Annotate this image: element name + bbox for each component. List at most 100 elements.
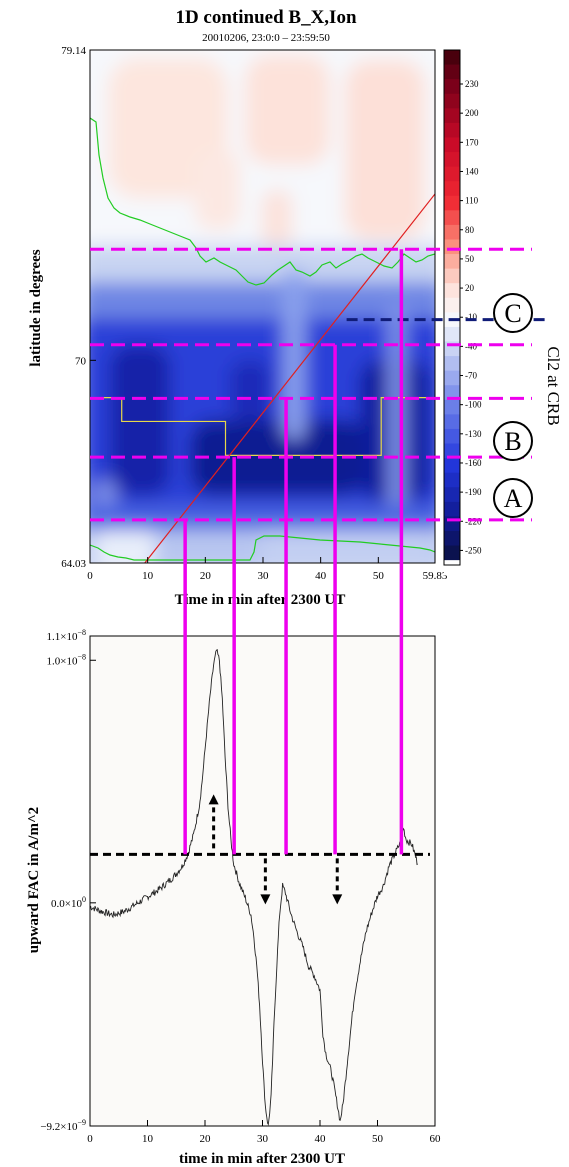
colorbar-band	[444, 64, 460, 80]
chart-title: 1D continued B_X,Ion	[175, 7, 356, 28]
colorbar-tick-label: -130	[465, 429, 482, 439]
colorbar-band	[444, 50, 460, 66]
heatmap-x-axis-label: Time in min after 2300 UT	[175, 592, 346, 608]
fac-y-tick-label: 1.1×10−8	[47, 628, 86, 643]
chart-subtitle: 20010206, 23:0:0 – 23:59:50	[202, 32, 330, 44]
heatmap-y-axis-label: latitude in degrees	[28, 249, 44, 366]
colorbar-band	[444, 370, 460, 386]
green-contour-upper	[90, 117, 435, 286]
colorbar	[444, 50, 460, 576]
region-circle-c	[493, 293, 533, 333]
colorbar-tick-label: -40	[465, 341, 477, 351]
fac-x-tick-label: 40	[315, 1133, 327, 1145]
colorbar-tick-label: 230	[465, 79, 479, 89]
colorbar-band	[444, 472, 460, 488]
colorbar-band	[444, 530, 460, 547]
colorbar-band	[444, 122, 460, 138]
heatmap-y-tick-label: 79.14	[61, 45, 86, 57]
colorbar-band	[444, 210, 460, 226]
colorbar-band	[444, 239, 460, 255]
colorbar-band	[444, 166, 460, 182]
fac-arrow-down-head	[260, 894, 271, 905]
fac-y-tick-label: 1.0×10−8	[47, 652, 86, 667]
colorbar-tick-label: 80	[465, 225, 475, 235]
yellow-boundary-line	[90, 397, 435, 456]
heatmap-x-ticks: 0 10 20 30 40 50 59.83	[87, 557, 448, 582]
fac-y-ticks: 1.1×10−8 1.0×10−8 0.0×100 −9.2×10−9	[40, 628, 96, 1133]
colorbar-band	[444, 79, 460, 95]
region-circle-a	[493, 478, 533, 518]
colorbar-band	[444, 443, 460, 459]
colorbar-band	[444, 414, 460, 430]
colorbar-band	[444, 195, 460, 211]
fac-x-axis-label: time in min after 2300 UT	[179, 1151, 345, 1167]
heatmap-y-tick-label: 70	[75, 355, 87, 367]
fac-x-tick-label: 10	[142, 1133, 154, 1145]
colorbar-tick-label: 50	[465, 254, 475, 264]
colorbar-band	[444, 385, 460, 401]
cl2-side-label: Cl2 at CRB	[544, 346, 563, 425]
fac-x-tick-label: 50	[372, 1133, 384, 1145]
fac-y-tick-label: −9.2×10−9	[40, 1118, 86, 1133]
colorbar-tick-label: 200	[465, 108, 479, 118]
fac-y-tick-exponent: −8	[77, 652, 86, 661]
heatmap-y-tick-label: 64.03	[61, 558, 86, 570]
colorbar-band	[444, 254, 460, 270]
fac-arrow-up-head	[208, 794, 219, 805]
heatmap-x-tick-label: 30	[257, 570, 269, 582]
heatmap-y-ticks: 64.03 70 79.14	[61, 45, 96, 570]
magenta-dashed-levels	[90, 247, 532, 522]
colorbar-band	[444, 297, 460, 313]
fac-y-tick-exponent: 0	[82, 895, 86, 904]
colorbar-band	[444, 356, 460, 372]
fac-x-tick-label: 20	[200, 1133, 212, 1145]
colorbar-tick-label: -10	[465, 312, 477, 322]
colorbar-band	[444, 283, 460, 299]
colorbar-band	[444, 181, 460, 197]
fac-series-line	[90, 648, 419, 1126]
region-letter-a: A	[504, 484, 523, 513]
colorbar-tick-label: 20	[465, 283, 475, 293]
colorbar-band	[444, 501, 460, 517]
magenta-connector-lines	[183, 249, 404, 855]
red-satellite-track	[144, 193, 435, 563]
region-label-c: C	[493, 293, 533, 333]
fac-y-tick-exponent: −8	[77, 628, 86, 637]
colorbar-band	[444, 399, 460, 415]
fac-y-tick-exponent: −9	[77, 1118, 86, 1127]
heatmap-x-tick-label: 50	[373, 570, 385, 582]
colorbar-band	[444, 458, 460, 474]
heatmap-x-tick-label: 0	[87, 570, 93, 582]
fac-x-tick-label: 30	[257, 1133, 269, 1145]
colorbar-band	[444, 224, 460, 240]
region-letter-b: B	[504, 427, 521, 456]
colorbar-band	[444, 108, 460, 124]
colorbar-tick-label: 140	[465, 166, 479, 176]
colorbar-tick-label: -100	[465, 400, 482, 410]
fac-x-tick-label: 60	[430, 1133, 442, 1145]
colorbar-band	[444, 93, 460, 109]
colorbar-tick-label: -160	[465, 458, 482, 468]
green-contour-lower	[90, 535, 435, 561]
fac-y-tick-label: 0.0×100	[51, 895, 86, 910]
colorbar-tick-label: 110	[465, 196, 479, 206]
region-label-b: B	[493, 421, 533, 461]
colorbar-band	[444, 428, 460, 445]
colorbar-ticks: 230 200 170 140 110 80 50 20 -10 -40 -70 -100 -130 -1…	[460, 79, 482, 555]
heatmap-x-tick-label: 59.83	[423, 570, 448, 582]
heatmap-x-tick-label: 10	[142, 570, 154, 582]
colorbar-frame	[443, 49, 461, 566]
colorbar-band	[444, 560, 460, 576]
region-letter-c: C	[504, 299, 521, 328]
colorbar-tick-label: -250	[465, 545, 482, 555]
colorbar-band	[444, 137, 460, 153]
heatmap-x-tick-label: 40	[315, 570, 327, 582]
fac-y-axis-label: upward FAC in A/m^2	[26, 807, 42, 953]
fac-arrow-down-head	[332, 894, 343, 905]
region-label-a: A	[493, 478, 533, 518]
fac-arrows	[208, 794, 343, 905]
fac-x-ticks: 0 10 20 30 40 50 60	[87, 1120, 441, 1145]
fac-plot-background	[90, 636, 435, 1126]
